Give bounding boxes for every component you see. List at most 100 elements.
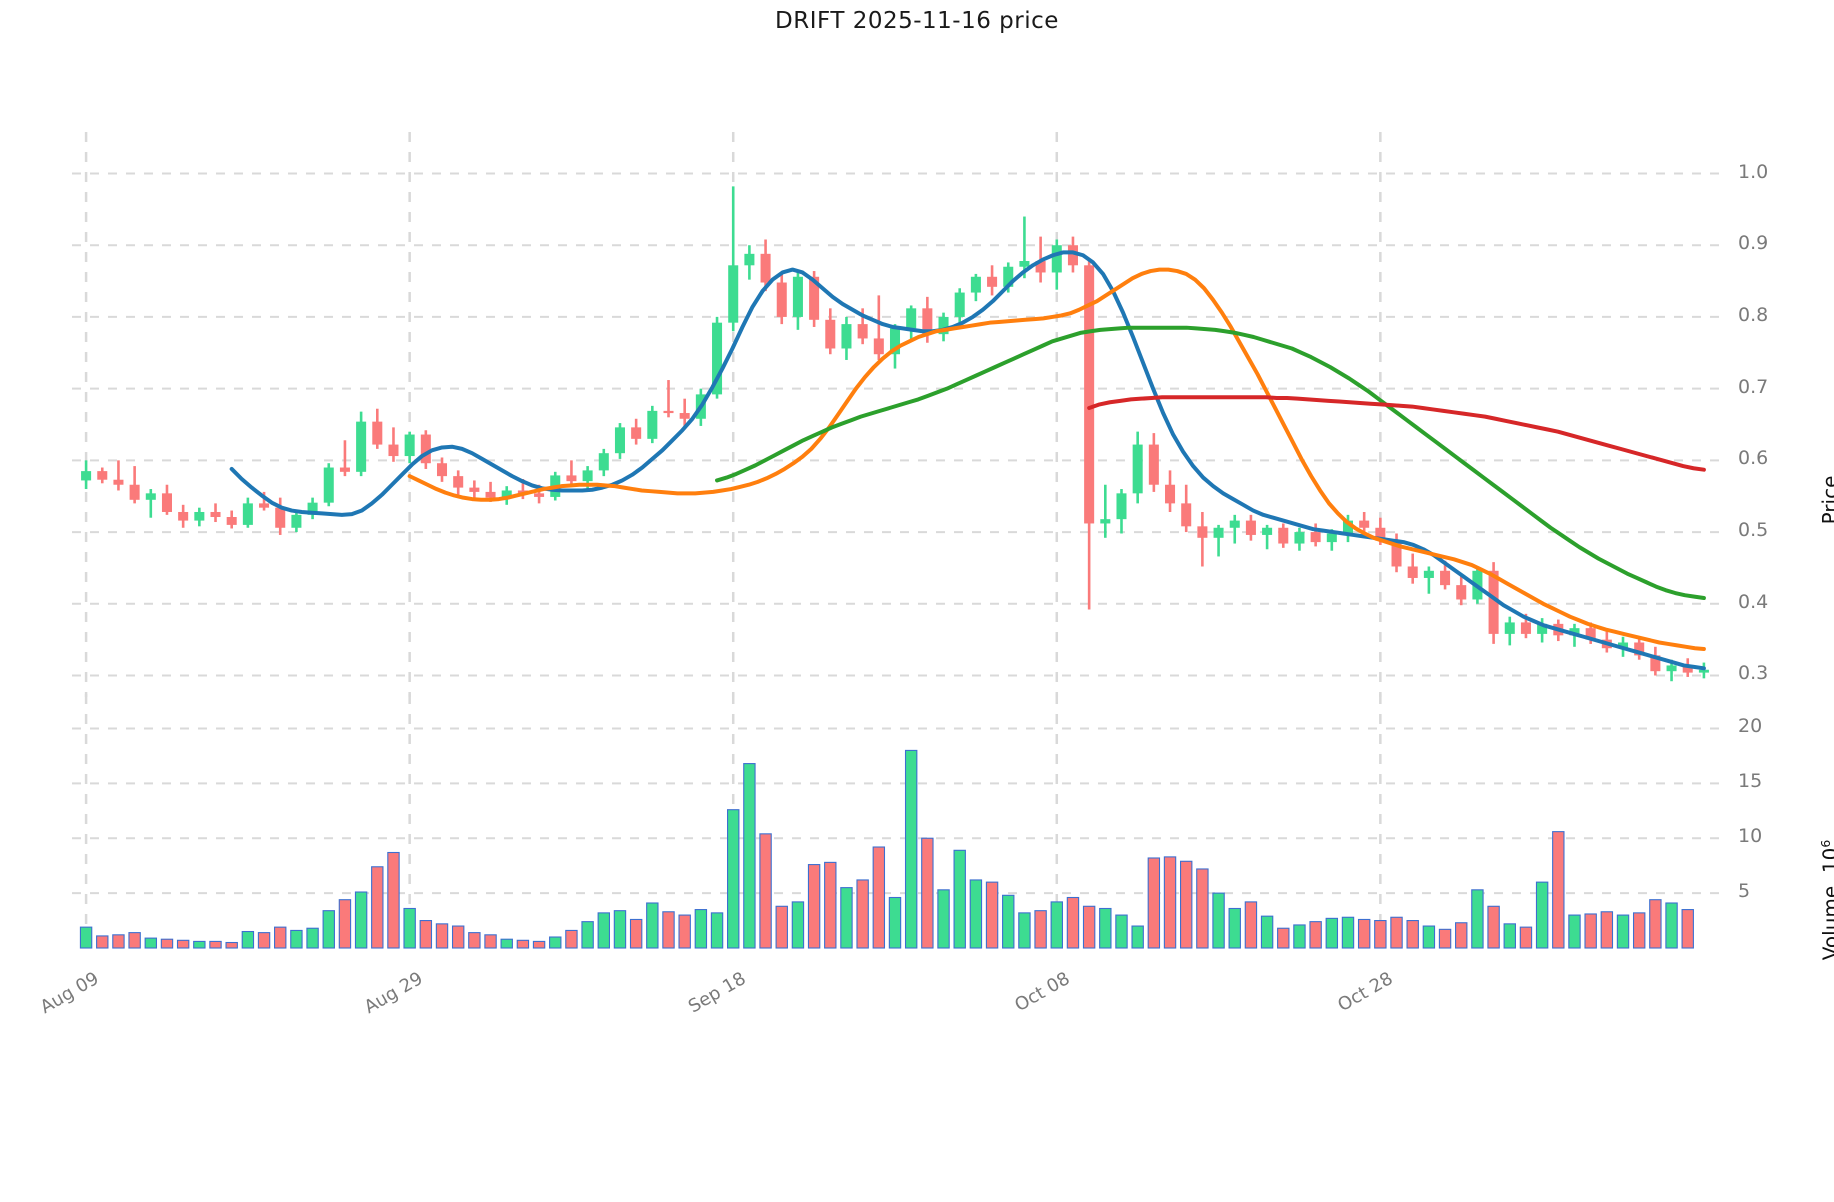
volume-series <box>79 749 1694 949</box>
volume-bar <box>1002 894 1015 949</box>
volume-bar <box>257 932 271 949</box>
candle-body <box>323 467 334 503</box>
gridlines <box>72 132 1722 954</box>
candle-body <box>453 476 464 488</box>
price-tick-label: 0.7 <box>1738 375 1769 398</box>
candle-body <box>1019 261 1030 267</box>
candle-body <box>922 308 933 335</box>
volume-bar <box>144 937 158 949</box>
candle-body <box>404 434 415 457</box>
candle-body <box>1035 261 1046 273</box>
candle-body <box>857 324 868 339</box>
candle-body <box>744 253 755 266</box>
candle-body <box>291 514 302 528</box>
volume-bar <box>1584 913 1597 949</box>
candle-body <box>436 463 448 477</box>
candle-body <box>1682 665 1693 673</box>
volume-bar <box>1487 905 1500 949</box>
candle-body <box>1423 570 1434 578</box>
candle-body <box>307 502 318 515</box>
candle-body <box>1294 532 1305 544</box>
candle-body <box>1391 540 1402 567</box>
volume-bar <box>694 909 708 949</box>
volume-bar <box>985 881 999 949</box>
volume-tick-label: 15 <box>1738 770 1763 793</box>
price-tick-label: 1.0 <box>1738 160 1769 183</box>
volume-bar <box>96 935 109 949</box>
candle-body <box>485 491 496 498</box>
volume-bar <box>759 833 772 949</box>
volume-bar <box>176 939 190 949</box>
volume-bar <box>193 940 206 949</box>
candle-body <box>210 511 221 518</box>
volume-bar <box>1325 917 1339 949</box>
volume-bar <box>872 846 886 949</box>
candle-body <box>339 467 350 472</box>
candle-body <box>1003 266 1014 287</box>
volume-bar <box>1503 923 1516 949</box>
candle-body <box>679 413 690 419</box>
candle-body <box>1456 585 1467 600</box>
volume-bar <box>225 941 238 949</box>
volume-bar <box>581 921 594 949</box>
volume-bar <box>646 902 659 949</box>
candle-body <box>760 253 771 283</box>
candle-body <box>1229 520 1240 528</box>
candle-body <box>889 328 901 355</box>
candle-body <box>970 276 981 293</box>
candle-body <box>1067 245 1078 266</box>
candle-body <box>178 511 189 521</box>
volume-bar <box>710 912 724 949</box>
volume-bar <box>1649 899 1662 949</box>
candle-body <box>1650 655 1661 672</box>
volume-bar <box>112 934 125 949</box>
candle-body <box>1213 527 1224 538</box>
volume-tick-label: 20 <box>1738 715 1763 738</box>
candle-body <box>1148 444 1159 485</box>
candle-body <box>663 410 674 414</box>
candle-body <box>906 308 917 329</box>
volume-bar <box>468 932 481 949</box>
ma-line <box>715 325 1706 601</box>
candle-body <box>1618 642 1629 649</box>
ma-line <box>407 267 1706 651</box>
candle-body <box>1310 532 1321 543</box>
candle-body <box>614 427 625 454</box>
candle-body <box>1537 623 1548 634</box>
volume-bar <box>1309 921 1322 949</box>
candle-body <box>1165 484 1176 504</box>
volume-bar <box>1018 912 1031 949</box>
candle-body <box>647 410 658 439</box>
volume-bar <box>1552 831 1565 949</box>
price-tick-label: 0.5 <box>1738 519 1769 542</box>
candle-body <box>1084 265 1095 524</box>
volume-axis-title: Volume 106 <box>1818 839 1834 961</box>
volume-bar <box>840 887 853 949</box>
volume-tick-label: 5 <box>1738 880 1751 903</box>
volume-bar <box>435 923 449 949</box>
candlestick-series <box>81 186 1709 682</box>
candle-body <box>1197 526 1208 538</box>
candle-body <box>712 322 723 395</box>
volume-bar <box>1422 925 1436 949</box>
volume-bar <box>743 763 756 949</box>
candle-body <box>598 453 609 471</box>
volume-bar <box>322 910 335 949</box>
volume-bar <box>1471 889 1484 949</box>
volume-bar <box>1374 920 1387 949</box>
volume-bar <box>1616 914 1630 949</box>
volume-bar <box>1632 912 1646 949</box>
candle-body <box>226 517 237 525</box>
candle-body <box>954 292 965 317</box>
candle-body <box>1634 642 1645 656</box>
price-tick-label: 0.4 <box>1738 590 1769 613</box>
ma-line <box>1087 395 1706 472</box>
candle-body <box>1326 533 1337 543</box>
candle-body <box>420 434 431 464</box>
volume-bar <box>824 861 837 949</box>
candle-body <box>113 479 124 485</box>
volume-bar <box>662 911 675 949</box>
volume-bar <box>306 927 319 949</box>
volume-bar <box>1066 896 1080 949</box>
